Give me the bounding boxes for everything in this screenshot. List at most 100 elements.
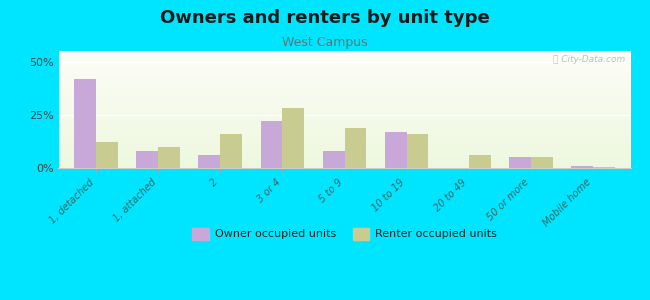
Bar	[58, 105, 630, 106]
Bar	[58, 111, 630, 112]
Bar	[282, 108, 304, 168]
Bar	[58, 134, 630, 135]
Bar	[58, 85, 630, 86]
Bar	[58, 145, 630, 146]
Bar	[58, 68, 630, 69]
Bar	[58, 80, 630, 81]
Bar	[58, 53, 630, 54]
Bar	[323, 151, 345, 168]
Bar	[58, 99, 630, 100]
Bar	[261, 121, 282, 168]
Bar	[58, 164, 630, 165]
Bar	[58, 132, 630, 133]
Bar	[58, 120, 630, 121]
Bar	[58, 65, 630, 66]
Bar	[58, 96, 630, 97]
Bar	[136, 151, 158, 168]
Bar	[58, 115, 630, 116]
Bar	[58, 59, 630, 60]
Bar	[593, 167, 615, 168]
Bar	[58, 158, 630, 159]
Bar	[58, 152, 630, 153]
Bar	[58, 154, 630, 155]
Bar	[58, 123, 630, 124]
Bar	[58, 97, 630, 98]
Bar	[58, 153, 630, 154]
Bar	[58, 83, 630, 84]
Bar	[58, 135, 630, 136]
Bar	[58, 163, 630, 164]
Bar	[58, 72, 630, 73]
Bar	[571, 166, 593, 168]
Bar	[58, 90, 630, 91]
Bar	[58, 144, 630, 145]
Bar	[58, 98, 630, 99]
Bar	[531, 158, 552, 168]
Text: Ⓛ City-Data.com: Ⓛ City-Data.com	[552, 55, 625, 64]
Bar	[58, 58, 630, 59]
Bar	[58, 150, 630, 151]
Bar	[58, 107, 630, 108]
Bar	[58, 77, 630, 78]
Bar	[58, 102, 630, 103]
Bar	[220, 134, 242, 168]
Bar	[58, 167, 630, 168]
Bar	[58, 64, 630, 65]
Bar	[58, 166, 630, 167]
Bar	[58, 93, 630, 94]
Bar	[158, 147, 180, 168]
Bar	[58, 101, 630, 102]
Bar	[58, 88, 630, 89]
Text: Owners and renters by unit type: Owners and renters by unit type	[160, 9, 490, 27]
Bar	[509, 158, 531, 168]
Bar	[469, 155, 491, 168]
Bar	[58, 100, 630, 101]
Bar	[58, 121, 630, 122]
Bar	[58, 82, 630, 83]
Bar	[58, 66, 630, 67]
Bar	[58, 76, 630, 77]
Bar	[58, 116, 630, 117]
Bar	[58, 61, 630, 62]
Bar	[58, 81, 630, 82]
Bar	[198, 155, 220, 168]
Bar	[58, 157, 630, 158]
Bar	[58, 141, 630, 142]
Bar	[58, 84, 630, 85]
Bar	[58, 78, 630, 79]
Bar	[58, 69, 630, 70]
Bar	[58, 165, 630, 166]
Bar	[58, 147, 630, 148]
Bar	[58, 51, 630, 52]
Bar	[58, 125, 630, 126]
Bar	[58, 68, 630, 69]
Bar	[58, 104, 630, 105]
Bar	[58, 110, 630, 111]
Bar	[58, 52, 630, 53]
Bar	[58, 124, 630, 125]
Bar	[58, 92, 630, 93]
Bar	[58, 113, 630, 114]
Bar	[58, 95, 630, 96]
Bar	[344, 128, 366, 168]
Bar	[58, 74, 630, 75]
Bar	[96, 142, 118, 168]
Bar	[58, 112, 630, 113]
Bar	[58, 60, 630, 61]
Bar	[58, 151, 630, 152]
Bar	[58, 57, 630, 58]
Bar	[58, 137, 630, 138]
Bar	[58, 79, 630, 80]
Bar	[58, 114, 630, 115]
Bar	[58, 133, 630, 134]
Bar	[58, 155, 630, 156]
Bar	[58, 75, 630, 76]
Bar	[58, 118, 630, 119]
Bar	[58, 161, 630, 162]
Bar	[58, 61, 630, 62]
Bar	[58, 136, 630, 137]
Bar	[74, 79, 96, 168]
Bar	[58, 143, 630, 144]
Bar	[58, 54, 630, 55]
Bar	[58, 89, 630, 90]
